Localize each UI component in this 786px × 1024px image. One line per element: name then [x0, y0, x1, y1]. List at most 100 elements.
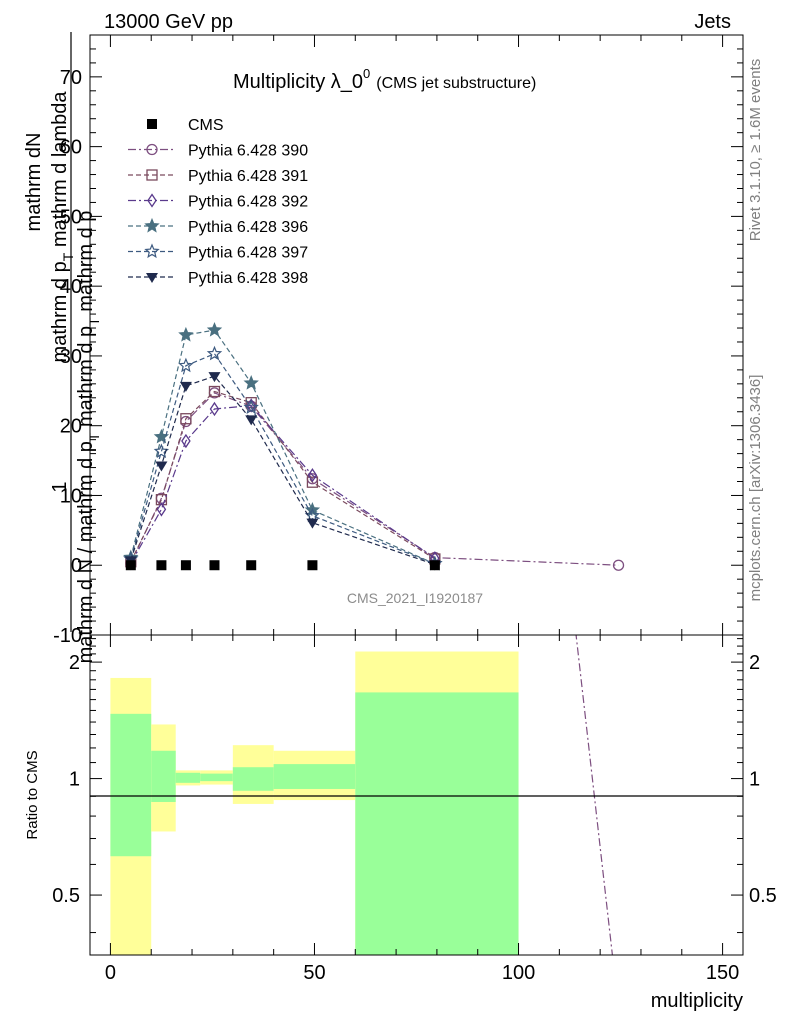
series-cms: [125, 560, 440, 571]
chart-title-suffix: (CMS jet substructure): [376, 75, 536, 92]
ratio-y-tick-label-right: 0.5: [749, 885, 777, 907]
data-point: [208, 385, 221, 398]
ratio-y-tick-label: 0.5: [52, 885, 80, 907]
data-point: [156, 502, 167, 517]
data-point: [612, 559, 625, 571]
ratio-y-tick-label-right: 2: [749, 652, 760, 674]
uncertainty-band-inner: [110, 713, 152, 857]
y-tick-label: -10: [53, 625, 82, 647]
data-point: [153, 428, 170, 444]
ratio-panel-tick-labels: 0.5 0.5 1 1 2 2 0 50 100 150: [52, 652, 777, 984]
data-point: [179, 381, 192, 392]
data-point: [307, 560, 318, 571]
uncertainty-band-inner: [355, 692, 519, 955]
legend-marker: [147, 119, 157, 129]
data-point: [429, 560, 440, 571]
legend-entry: Pythia 6.428 392: [128, 193, 308, 211]
main-y-axis-label: mathrm dN mathrm d pT mathrm d lambda 1 …: [23, 32, 102, 663]
legend-marker: [146, 273, 158, 283]
data-point: [181, 433, 191, 449]
data-point: [206, 345, 223, 361]
legend-entry: Pythia 6.428 398: [128, 270, 308, 287]
legend-label: Pythia 6.428 396: [188, 219, 308, 236]
data-point: [155, 461, 168, 472]
series-line: [130, 353, 436, 565]
uncertainty-band-inner: [151, 750, 176, 802]
legend-marker: [144, 243, 160, 259]
legend-marker: [147, 193, 157, 208]
header-beam-label: 13000 GeV pp: [104, 11, 233, 33]
series-layer: [123, 322, 625, 571]
legend-entry: Pythia 6.428 397: [128, 243, 308, 262]
data-point: [304, 507, 321, 523]
uncertainty-band-inner: [273, 764, 356, 789]
uncertainty-band-inner: [200, 773, 233, 782]
series-pythia-6-428-398: [124, 372, 441, 571]
data-point: [125, 560, 136, 571]
data-point: [246, 560, 257, 571]
main-panel-ticks: [90, 34, 743, 636]
uncertainty-band-inner: [175, 772, 201, 783]
ratio-y-tick-label: 2: [69, 652, 80, 674]
data-point: [180, 560, 191, 571]
x-tick-label: 0: [105, 962, 116, 984]
series-pythia-6-428-392: [126, 398, 440, 571]
ratio-y-axis-label: Ratio to CMS: [24, 750, 41, 839]
legend-label: Pythia 6.428 392: [188, 194, 308, 211]
data-point: [245, 415, 258, 426]
series-line: [130, 390, 436, 562]
series-line: [130, 404, 436, 564]
y-label-dn: mathrm dN: [23, 133, 45, 232]
x-axis-label: multiplicity: [651, 990, 743, 1012]
series-pythia-6-428-396: [123, 322, 443, 571]
legend-label: Pythia 6.428 391: [188, 168, 308, 185]
ratio-series-line: [575, 635, 613, 955]
y-label-upper: mathrm d pT mathrm d lambda: [49, 91, 76, 363]
data-point: [306, 476, 319, 488]
x-tick-label: 100: [502, 962, 535, 984]
legend-entry: Pythia 6.428 391: [128, 168, 308, 185]
header-category-label: Jets: [694, 11, 731, 33]
chart-title: Multiplicity λ_00 (CMS jet substructure): [233, 66, 536, 93]
data-point: [208, 372, 221, 383]
data-point: [307, 468, 318, 483]
legend-marker: [144, 217, 160, 233]
ratio-panel-ticks: [90, 635, 743, 955]
mcplots-reference-label: mcplots.cern.ch [arXiv:1306.3436]: [747, 375, 764, 602]
ratio-line-layer: [575, 635, 613, 955]
legend-entry: CMS: [147, 117, 224, 134]
legend-label: Pythia 6.428 397: [188, 245, 308, 262]
data-point: [243, 399, 259, 415]
data-point: [206, 322, 223, 337]
chart-title-main: Multiplicity λ_0: [233, 71, 363, 93]
legend-marker: [146, 169, 158, 181]
y-tick-label: 0: [71, 555, 82, 577]
series-line: [130, 392, 619, 566]
y-label-one: 1: [49, 481, 71, 492]
x-tick-label: 150: [706, 962, 739, 984]
series-pythia-6-428-397: [123, 345, 443, 571]
data-point: [209, 560, 220, 571]
legend-entry: Pythia 6.428 396: [128, 217, 308, 236]
series-line: [130, 375, 436, 566]
legend: CMS Pythia 6.428 390 Pythia 6.428 391 Pythi…: [128, 117, 308, 287]
data-point: [306, 518, 319, 529]
data-point: [209, 401, 220, 417]
data-point: [178, 326, 194, 342]
legend-entry: Pythia 6.428 390: [128, 143, 308, 160]
ratio-band-layer: [110, 651, 519, 955]
data-point: [243, 375, 259, 390]
uncertainty-band-inner: [232, 767, 274, 791]
x-tick-label: 50: [303, 962, 325, 984]
ratio-y-tick-label-right: 1: [749, 769, 760, 791]
legend-marker: [146, 143, 158, 156]
legend-label: Pythia 6.428 390: [188, 143, 308, 160]
chart-title-superscript: 0: [363, 66, 370, 81]
data-point: [178, 357, 194, 373]
data-point: [156, 560, 167, 571]
data-point: [155, 494, 168, 506]
rivet-version-label: Rivet 3.1.10, ≥ 1.6M events: [747, 59, 764, 242]
y-label-lower: mathrm d N / mathrm d pT mathrm d pT mat…: [75, 211, 102, 664]
analysis-id-label: CMS_2021_I1920187: [347, 590, 483, 606]
